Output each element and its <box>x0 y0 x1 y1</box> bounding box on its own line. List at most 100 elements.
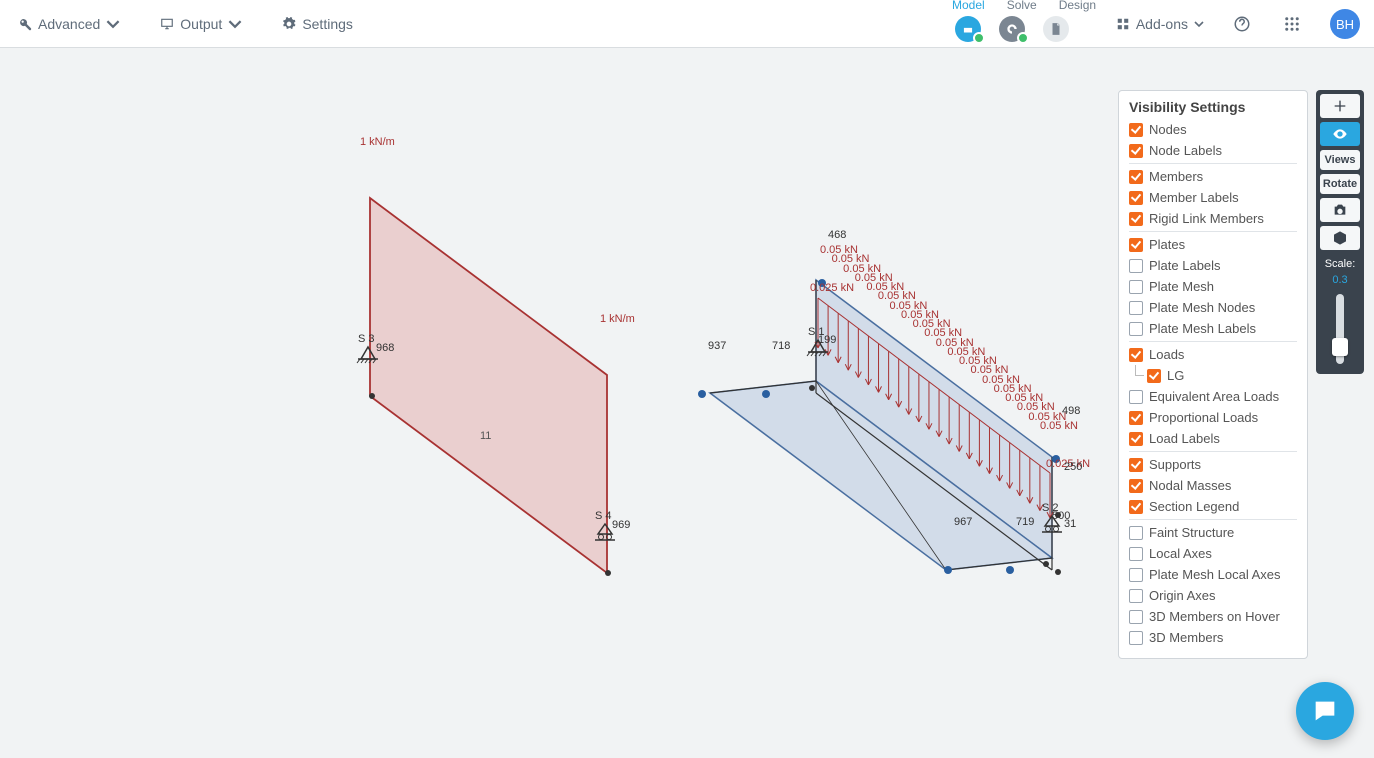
visibility-item-label: 3D Members <box>1149 628 1223 647</box>
checkbox[interactable] <box>1129 589 1143 603</box>
checkbox[interactable] <box>1129 212 1143 226</box>
tool-camera[interactable] <box>1320 198 1360 222</box>
visibility-item[interactable]: Supports <box>1129 454 1297 475</box>
visibility-item[interactable]: Faint Structure <box>1129 522 1297 543</box>
visibility-item-label: Proportional Loads <box>1149 408 1258 427</box>
visibility-item-label: Rigid Link Members <box>1149 209 1264 228</box>
divider <box>1129 451 1297 452</box>
checkbox[interactable] <box>1129 259 1143 273</box>
chevron-down-icon <box>106 17 120 31</box>
visibility-item[interactable]: Members <box>1129 166 1297 187</box>
visibility-item[interactable]: Local Axes <box>1129 543 1297 564</box>
visibility-item[interactable]: Plate Mesh <box>1129 276 1297 297</box>
diagram-label: 968 <box>376 342 394 354</box>
checkbox[interactable] <box>1129 123 1143 137</box>
checkbox[interactable] <box>1129 547 1143 561</box>
visibility-item-label: 3D Members on Hover <box>1149 607 1280 626</box>
visibility-item[interactable]: 3D Members <box>1129 627 1297 648</box>
checkbox[interactable] <box>1129 631 1143 645</box>
checkbox[interactable] <box>1129 390 1143 404</box>
checkbox[interactable] <box>1129 301 1143 315</box>
chat-icon <box>1311 697 1339 725</box>
status-model-icon[interactable] <box>955 16 981 42</box>
visibility-item[interactable]: Member Labels <box>1129 187 1297 208</box>
visibility-item[interactable]: Origin Axes <box>1129 585 1297 606</box>
tab-design[interactable]: Design <box>1059 0 1096 12</box>
gear-icon <box>282 17 296 31</box>
tool-3d[interactable] <box>1320 226 1360 250</box>
visibility-item-label: Plate Labels <box>1149 256 1221 275</box>
tool-rotate[interactable]: Rotate <box>1320 174 1360 194</box>
visibility-item[interactable]: Plate Mesh Local Axes <box>1129 564 1297 585</box>
help-button[interactable] <box>1230 12 1254 36</box>
visibility-item[interactable]: Node Labels <box>1129 140 1297 161</box>
diagram-label: 498 <box>1062 405 1080 417</box>
diagram-label: S 3 <box>358 333 375 345</box>
chat-button[interactable] <box>1296 682 1354 740</box>
visibility-item[interactable]: Nodal Masses <box>1129 475 1297 496</box>
checkbox[interactable] <box>1129 568 1143 582</box>
checkbox[interactable] <box>1129 411 1143 425</box>
menu-output-label: Output <box>180 16 222 32</box>
addons-label: Add-ons <box>1136 16 1188 32</box>
diagram-label: 967 <box>954 516 972 528</box>
visibility-item-label: Load Labels <box>1149 429 1220 448</box>
checkbox[interactable] <box>1129 610 1143 624</box>
checkbox[interactable] <box>1129 432 1143 446</box>
tab-solve[interactable]: Solve <box>1007 0 1037 12</box>
scale-thumb[interactable] <box>1332 338 1348 356</box>
tool-visibility[interactable] <box>1320 122 1360 146</box>
visibility-item[interactable]: Proportional Loads <box>1129 407 1297 428</box>
visibility-item[interactable]: Section Legend <box>1129 496 1297 517</box>
checkbox[interactable] <box>1129 322 1143 336</box>
checkbox[interactable] <box>1129 479 1143 493</box>
avatar[interactable]: BH <box>1330 9 1360 39</box>
visibility-item[interactable]: Plate Mesh Nodes <box>1129 297 1297 318</box>
menu-settings[interactable]: Settings <box>282 16 353 32</box>
menu-output[interactable]: Output <box>160 16 242 32</box>
addons-menu[interactable]: Add-ons <box>1116 16 1204 32</box>
checkbox[interactable] <box>1147 369 1161 383</box>
apps-button[interactable] <box>1280 12 1304 36</box>
menu-settings-label: Settings <box>302 16 353 32</box>
checkbox[interactable] <box>1129 500 1143 514</box>
visibility-item[interactable]: Rigid Link Members <box>1129 208 1297 229</box>
checkbox[interactable] <box>1129 238 1143 252</box>
checkbox[interactable] <box>1129 170 1143 184</box>
visibility-item[interactable]: LG <box>1129 365 1297 386</box>
visibility-item[interactable]: 3D Members on Hover <box>1129 606 1297 627</box>
checkbox[interactable] <box>1129 348 1143 362</box>
tool-views-label: Views <box>1325 154 1356 166</box>
tab-model[interactable]: Model <box>952 0 985 12</box>
visibility-item[interactable]: Nodes <box>1129 119 1297 140</box>
diagram-label: 719 <box>1016 516 1034 528</box>
chevron-down-icon <box>228 17 242 31</box>
visibility-item[interactable]: Load Labels <box>1129 428 1297 449</box>
visibility-item[interactable]: Plate Mesh Labels <box>1129 318 1297 339</box>
tool-add[interactable] <box>1320 94 1360 118</box>
checkbox[interactable] <box>1129 280 1143 294</box>
scale-slider[interactable] <box>1336 294 1344 364</box>
status-solve-icon[interactable] <box>999 16 1025 42</box>
diagram-label: 937 <box>708 340 726 352</box>
checkbox[interactable] <box>1129 458 1143 472</box>
visibility-item-label: Member Labels <box>1149 188 1239 207</box>
visibility-item[interactable]: Loads <box>1129 344 1297 365</box>
visibility-list: NodesNode Labels MembersMember Labels Rigi… <box>1129 119 1297 648</box>
visibility-item-label: Faint Structure <box>1149 523 1234 542</box>
monitor-icon <box>160 17 174 31</box>
visibility-item[interactable]: Plate Labels <box>1129 255 1297 276</box>
diagram-label: 969 <box>612 519 630 531</box>
visibility-item[interactable]: Equivalent Area Loads <box>1129 386 1297 407</box>
divider <box>1129 163 1297 164</box>
visibility-item-label: Loads <box>1149 345 1184 364</box>
checkbox[interactable] <box>1129 144 1143 158</box>
visibility-item[interactable]: Plates <box>1129 234 1297 255</box>
checkbox[interactable] <box>1129 526 1143 540</box>
menu-advanced[interactable]: Advanced <box>18 16 120 32</box>
diagram-label: 468 <box>828 229 846 241</box>
status-design-icon[interactable] <box>1043 16 1069 42</box>
tool-views[interactable]: Views <box>1320 150 1360 170</box>
checkbox[interactable] <box>1129 191 1143 205</box>
visibility-panel: Visibility Settings NodesNode LabelsMemb… <box>1118 90 1308 659</box>
